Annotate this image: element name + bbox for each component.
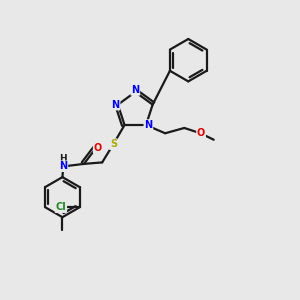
Text: H: H xyxy=(59,154,67,164)
Text: N: N xyxy=(112,100,120,110)
Text: N: N xyxy=(131,85,139,95)
Text: O: O xyxy=(197,128,205,138)
Text: N: N xyxy=(144,120,152,130)
Text: O: O xyxy=(94,143,102,153)
Text: Cl: Cl xyxy=(56,202,66,212)
Text: N: N xyxy=(59,161,68,171)
Text: S: S xyxy=(110,139,117,149)
